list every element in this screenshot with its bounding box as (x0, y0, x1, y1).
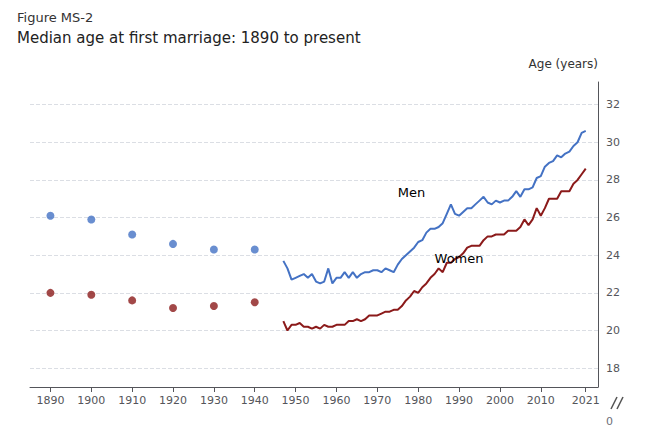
svg-text:26: 26 (606, 211, 620, 224)
svg-text:28: 28 (606, 173, 620, 186)
svg-text:Men: Men (398, 185, 425, 200)
svg-text:Figure MS-2: Figure MS-2 (17, 10, 93, 25)
svg-text:1950: 1950 (282, 394, 310, 407)
svg-text:2021: 2021 (572, 394, 600, 407)
svg-text:1970: 1970 (363, 394, 391, 407)
svg-text:20: 20 (606, 324, 620, 337)
svg-text:24: 24 (606, 249, 620, 262)
svg-text:Median age at first marriage:: Median age at first marriage: 1890 to pr… (17, 29, 361, 47)
svg-text:1930: 1930 (200, 394, 228, 407)
svg-text:1960: 1960 (322, 394, 350, 407)
svg-text:32: 32 (606, 98, 620, 111)
svg-text:1990: 1990 (445, 394, 473, 407)
svg-text:1920: 1920 (159, 394, 187, 407)
svg-text:2000: 2000 (486, 394, 514, 407)
svg-text:30: 30 (606, 136, 620, 149)
svg-text:18: 18 (606, 362, 620, 375)
svg-text:2010: 2010 (527, 394, 555, 407)
svg-text:22: 22 (606, 286, 620, 299)
svg-text:1910: 1910 (118, 394, 146, 407)
svg-text:1980: 1980 (404, 394, 432, 407)
svg-text:0: 0 (606, 415, 613, 428)
svg-text:1900: 1900 (77, 394, 105, 407)
svg-text:Age (years): Age (years) (529, 57, 598, 71)
svg-text:Women: Women (435, 251, 484, 266)
svg-text:1940: 1940 (241, 394, 269, 407)
svg-text:1890: 1890 (36, 394, 64, 407)
